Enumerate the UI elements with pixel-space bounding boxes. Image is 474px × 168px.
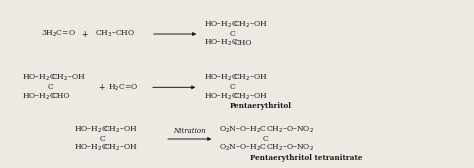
Text: HO–H$_2$C: HO–H$_2$C bbox=[204, 91, 238, 102]
Text: C: C bbox=[229, 83, 235, 91]
Text: C: C bbox=[47, 83, 53, 91]
Text: Pentaerythritol tetranitrate: Pentaerythritol tetranitrate bbox=[250, 154, 362, 162]
Text: 3H$_2$C=O: 3H$_2$C=O bbox=[41, 29, 76, 39]
Text: C: C bbox=[263, 135, 268, 143]
Text: CH$_2$–OH: CH$_2$–OH bbox=[103, 124, 138, 135]
Text: CH$_2$–O–NO$_2$: CH$_2$–O–NO$_2$ bbox=[266, 124, 314, 135]
Text: O$_2$N–O–H$_2$C: O$_2$N–O–H$_2$C bbox=[219, 124, 267, 135]
Text: C: C bbox=[229, 30, 235, 38]
Text: HO–H$_2$C: HO–H$_2$C bbox=[74, 143, 109, 153]
Text: CH$_2$–OH: CH$_2$–OH bbox=[51, 73, 86, 83]
Text: CH$_2$–OH: CH$_2$–OH bbox=[103, 143, 138, 153]
Text: CH$_3$–CHO: CH$_3$–CHO bbox=[95, 29, 136, 39]
Text: O$_2$N–O–H$_2$C: O$_2$N–O–H$_2$C bbox=[219, 143, 267, 153]
Text: CH$_2$–O–NO$_2$: CH$_2$–O–NO$_2$ bbox=[266, 143, 314, 153]
Text: CH$_2$–OH: CH$_2$–OH bbox=[233, 20, 268, 30]
Text: HO–H$_2$C: HO–H$_2$C bbox=[204, 73, 238, 83]
Text: HO–H$_2$C: HO–H$_2$C bbox=[204, 20, 238, 30]
Text: CHO: CHO bbox=[51, 93, 70, 100]
Text: HO–H$_2$C: HO–H$_2$C bbox=[74, 124, 109, 135]
Text: H$_2$C=O: H$_2$C=O bbox=[109, 82, 139, 93]
Text: +: + bbox=[82, 30, 88, 38]
Text: CH$_2$–OH: CH$_2$–OH bbox=[233, 73, 268, 83]
Text: HO–H$_2$C: HO–H$_2$C bbox=[22, 73, 56, 83]
Text: C: C bbox=[100, 135, 105, 143]
Text: Pentaerythritol: Pentaerythritol bbox=[229, 102, 292, 111]
Text: Nitration: Nitration bbox=[173, 127, 206, 135]
Text: HO–H$_2$C: HO–H$_2$C bbox=[204, 38, 238, 48]
Text: +: + bbox=[98, 83, 105, 92]
Text: CH$_2$–OH: CH$_2$–OH bbox=[233, 91, 268, 102]
Text: HO–H$_2$C: HO–H$_2$C bbox=[22, 91, 56, 102]
Text: CHO: CHO bbox=[233, 39, 252, 47]
